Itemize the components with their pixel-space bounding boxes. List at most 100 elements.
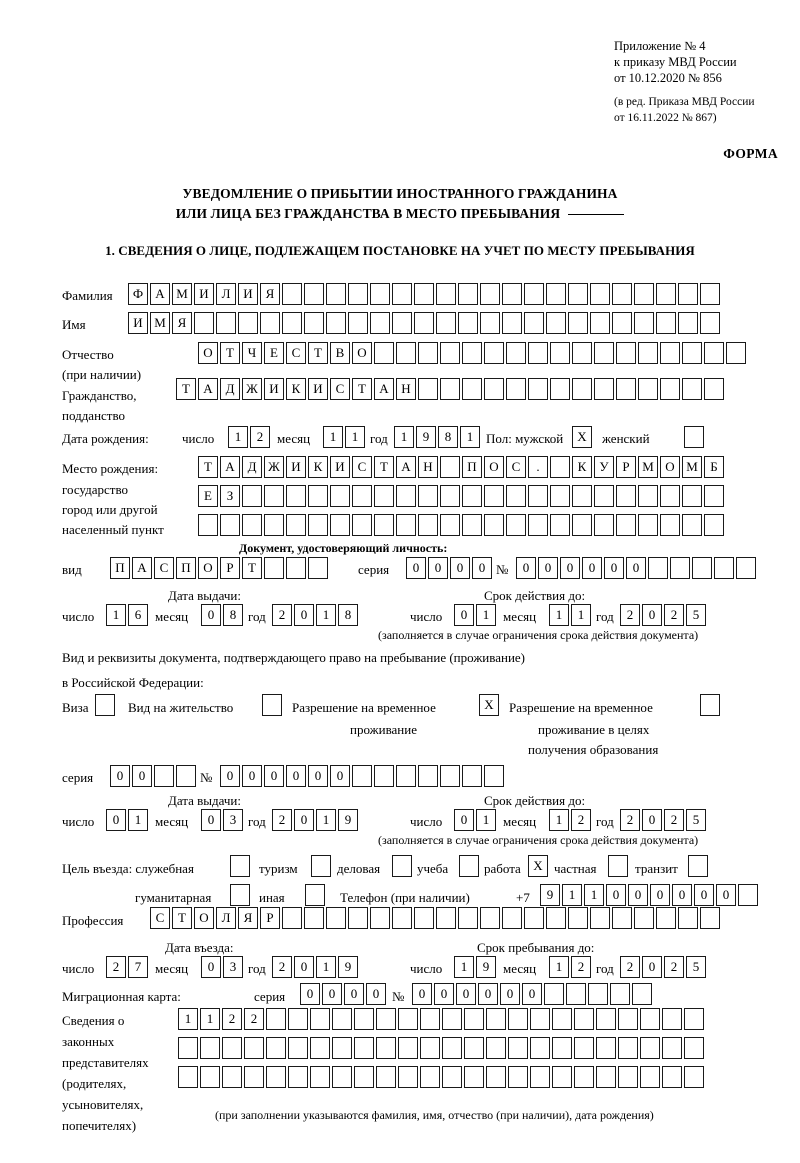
char-cell[interactable]: М — [150, 312, 170, 334]
char-cell[interactable]: Е — [198, 485, 218, 507]
char-cell[interactable] — [216, 312, 236, 334]
char-cell[interactable] — [440, 456, 460, 478]
char-cell[interactable]: Н — [396, 378, 416, 400]
checkbox-purpose-tourism[interactable] — [311, 855, 331, 877]
char-cell[interactable] — [618, 1037, 638, 1059]
char-cell[interactable] — [566, 983, 586, 1005]
char-cell[interactable] — [304, 312, 324, 334]
char-cell[interactable]: С — [352, 456, 372, 478]
char-cell[interactable]: М — [172, 283, 192, 305]
checkbox-purpose-study[interactable] — [459, 855, 479, 877]
char-cell[interactable]: Р — [616, 456, 636, 478]
char-cell[interactable]: 2 — [571, 809, 591, 831]
char-cell[interactable]: С — [506, 456, 526, 478]
char-cell[interactable] — [682, 485, 702, 507]
char-cell[interactable]: 1 — [228, 426, 248, 448]
char-cell[interactable]: Т — [172, 907, 192, 929]
char-cell[interactable]: О — [198, 557, 218, 579]
char-cell[interactable] — [392, 312, 412, 334]
char-cell[interactable] — [414, 283, 434, 305]
char-cell[interactable]: 0 — [478, 983, 498, 1005]
char-cell[interactable] — [326, 312, 346, 334]
char-cell[interactable]: 8 — [223, 604, 243, 626]
char-cell[interactable]: Р — [220, 557, 240, 579]
char-cell[interactable] — [348, 283, 368, 305]
char-cell[interactable] — [304, 283, 324, 305]
char-cell[interactable]: 2 — [620, 956, 640, 978]
char-cell[interactable]: 0 — [344, 983, 364, 1005]
char-cell[interactable]: 0 — [516, 557, 536, 579]
char-cell[interactable] — [266, 1008, 286, 1030]
char-cell[interactable] — [618, 1008, 638, 1030]
char-cell[interactable]: 0 — [604, 557, 624, 579]
char-cell[interactable]: 9 — [338, 809, 358, 831]
char-cell[interactable] — [684, 1066, 704, 1088]
char-cell[interactable] — [660, 378, 680, 400]
char-cell[interactable] — [420, 1066, 440, 1088]
char-cell[interactable]: Т — [198, 456, 218, 478]
char-cell[interactable]: 1 — [571, 604, 591, 626]
char-cell[interactable] — [596, 1037, 616, 1059]
char-cell[interactable] — [486, 1008, 506, 1030]
char-cell[interactable]: 8 — [438, 426, 458, 448]
char-cell[interactable] — [634, 283, 654, 305]
char-cell[interactable]: 0 — [294, 956, 314, 978]
char-cell[interactable] — [442, 1066, 462, 1088]
char-cell[interactable] — [352, 514, 372, 536]
char-cell[interactable]: 3 — [223, 956, 243, 978]
char-cell[interactable]: 1 — [323, 426, 343, 448]
char-cell[interactable] — [310, 1037, 330, 1059]
char-cell[interactable]: 0 — [694, 884, 714, 906]
char-cell[interactable] — [552, 1066, 572, 1088]
checkbox-purpose-other[interactable] — [305, 884, 325, 906]
char-cell[interactable] — [612, 312, 632, 334]
char-cell[interactable]: И — [286, 456, 306, 478]
char-cell[interactable]: К — [572, 456, 592, 478]
char-cell[interactable]: И — [264, 378, 284, 400]
char-cell[interactable] — [656, 312, 676, 334]
char-cell[interactable]: Т — [308, 342, 328, 364]
char-cell[interactable]: Т — [374, 456, 394, 478]
char-cell[interactable] — [464, 1008, 484, 1030]
char-cell[interactable] — [596, 1008, 616, 1030]
char-cell[interactable] — [508, 1066, 528, 1088]
char-cell[interactable]: 2 — [106, 956, 126, 978]
char-cell[interactable]: Е — [264, 342, 284, 364]
char-cell[interactable]: 6 — [128, 604, 148, 626]
char-cell[interactable]: Т — [352, 378, 372, 400]
char-cell[interactable] — [704, 378, 724, 400]
char-cell[interactable] — [486, 1066, 506, 1088]
char-cell[interactable] — [632, 983, 652, 1005]
char-cell[interactable]: Р — [260, 907, 280, 929]
char-cell[interactable]: М — [682, 456, 702, 478]
checkbox-temp-edu[interactable] — [700, 694, 720, 716]
char-cell[interactable]: 0 — [294, 809, 314, 831]
char-cell[interactable] — [524, 312, 544, 334]
char-cell[interactable]: А — [150, 283, 170, 305]
char-cell[interactable] — [660, 514, 680, 536]
char-cell[interactable] — [200, 1037, 220, 1059]
char-cell[interactable] — [588, 983, 608, 1005]
char-cell[interactable] — [736, 557, 756, 579]
char-cell[interactable] — [640, 1008, 660, 1030]
checkbox-purpose-service[interactable] — [230, 855, 250, 877]
char-cell[interactable] — [524, 907, 544, 929]
char-cell[interactable] — [612, 907, 632, 929]
char-cell[interactable]: М — [638, 456, 658, 478]
char-cell[interactable]: 7 — [128, 956, 148, 978]
checkbox-residence-permit[interactable] — [262, 694, 282, 716]
char-cell[interactable] — [396, 765, 416, 787]
char-cell[interactable] — [484, 514, 504, 536]
char-cell[interactable] — [612, 283, 632, 305]
char-cell[interactable] — [458, 312, 478, 334]
char-cell[interactable] — [618, 1066, 638, 1088]
char-cell[interactable]: Ч — [242, 342, 262, 364]
